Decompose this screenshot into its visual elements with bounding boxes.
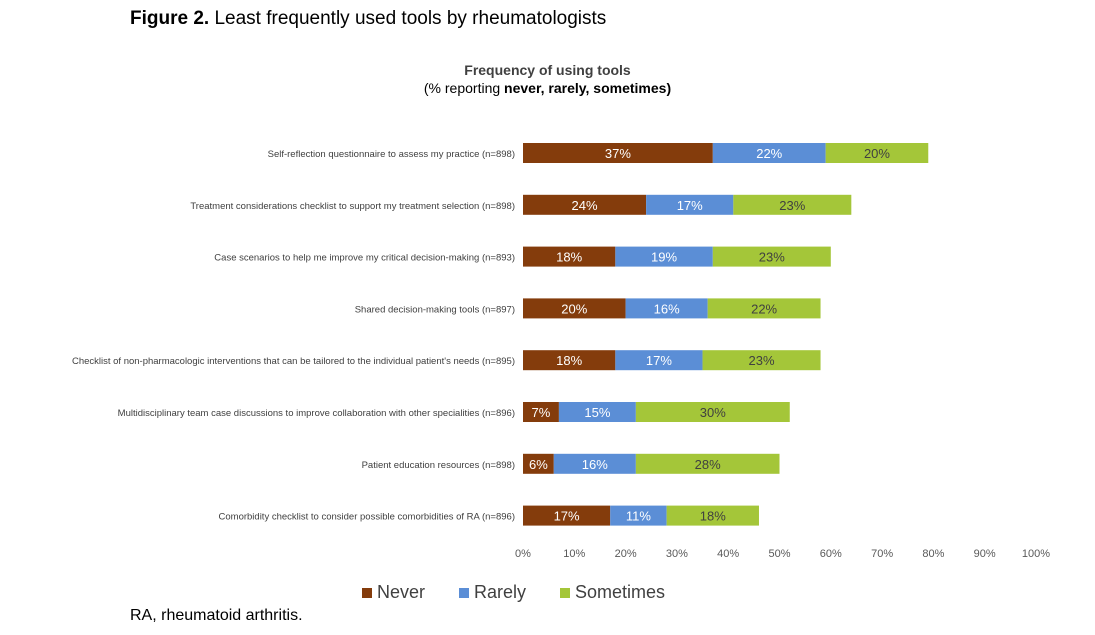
bar-segment-never xyxy=(523,505,611,526)
bar-segment-never xyxy=(523,350,616,371)
bar-segment-sometimes xyxy=(666,505,759,526)
x-tick-label: 60% xyxy=(820,548,842,560)
data-label: 18% xyxy=(556,250,582,265)
legend-item-rarely: Rarely xyxy=(459,582,526,603)
bar-segment-sometimes xyxy=(825,143,929,163)
data-label: 19% xyxy=(651,250,677,265)
category-label: Self-reflection questionnaire to assess … xyxy=(268,149,515,160)
data-label: 23% xyxy=(749,353,775,368)
bar-segment-never xyxy=(523,194,647,215)
data-label: 16% xyxy=(654,301,680,316)
data-label: 23% xyxy=(759,250,785,265)
data-label: 23% xyxy=(779,198,805,213)
footnote: RA, rheumatoid arthritis. xyxy=(130,607,303,624)
legend-label-sometimes: Sometimes xyxy=(575,582,666,602)
bar-segment-rarely xyxy=(553,453,636,474)
data-label: 7% xyxy=(532,405,551,420)
data-label: 37% xyxy=(605,146,631,161)
bar-segment-sometimes xyxy=(733,194,852,215)
category-label: Patient education resources (n=898) xyxy=(362,460,515,471)
x-tick-label: 90% xyxy=(974,548,996,560)
category-label: Comorbidity checklist to consider possib… xyxy=(219,512,515,523)
figure-label: Figure 2. xyxy=(130,8,210,29)
data-label: 17% xyxy=(646,353,672,368)
data-label: 20% xyxy=(561,301,587,316)
legend-item-never: Never xyxy=(362,582,425,603)
bar-segment-rarely xyxy=(625,298,708,319)
bar-segment-sometimes xyxy=(712,246,831,267)
data-label: 22% xyxy=(756,146,782,161)
chart-title: Frequency of using tools xyxy=(464,62,631,78)
bar-segment-never xyxy=(523,298,626,319)
data-label: 30% xyxy=(700,405,726,420)
x-tick-label: 20% xyxy=(615,548,637,560)
x-tick-label: 40% xyxy=(717,548,739,560)
data-label: 6% xyxy=(529,457,548,472)
bar-segment-sometimes xyxy=(702,350,821,371)
bar-segment-sometimes xyxy=(707,298,821,319)
data-label: 11% xyxy=(626,509,651,524)
data-label: 24% xyxy=(572,198,598,213)
data-label: 22% xyxy=(751,301,777,316)
data-label: 17% xyxy=(554,509,580,524)
legend-label-never: Never xyxy=(377,582,426,602)
bar-segment-sometimes xyxy=(635,453,780,474)
figure-title: Figure 2. Least frequently used tools by… xyxy=(130,8,606,30)
legend: Never Rarely Sometimes xyxy=(362,582,699,603)
legend-swatch-never xyxy=(362,587,372,598)
legend-swatch-rarely xyxy=(459,587,470,598)
data-label: 18% xyxy=(556,353,582,368)
bar-segment-never xyxy=(523,246,616,267)
legend-label-rarely: Rarely xyxy=(474,582,527,602)
bar-segment-rarely xyxy=(558,402,636,422)
data-label: 18% xyxy=(700,509,726,524)
data-label: 20% xyxy=(864,146,890,161)
bar-segment-rarely xyxy=(615,246,713,267)
x-tick-label: 80% xyxy=(922,548,944,560)
category-label: Checklist of non-pharmacologic intervent… xyxy=(72,356,515,367)
category-label: Multidisciplinary team case discussions … xyxy=(118,408,515,419)
x-tick-label: 100% xyxy=(1022,548,1050,560)
figure-title-text: Least frequently used tools by rheumatol… xyxy=(214,8,607,29)
x-tick-label: 70% xyxy=(871,548,893,560)
x-tick-label: 0% xyxy=(515,548,531,560)
chart-subtitle-bold: never, rarely, sometimes) xyxy=(504,80,672,96)
x-tick-label: 10% xyxy=(563,548,585,560)
category-label: Shared decision-making tools (n=897) xyxy=(355,304,515,315)
bar-segment-never xyxy=(523,453,554,474)
x-tick-label: 50% xyxy=(768,548,790,560)
category-label: Case scenarios to help me improve my cri… xyxy=(214,253,515,264)
x-tick-label: 30% xyxy=(666,548,688,560)
legend-swatch-sometimes xyxy=(560,587,571,598)
data-label: 15% xyxy=(584,405,610,420)
bar-segment-never xyxy=(523,402,559,422)
data-label: 28% xyxy=(695,457,721,472)
category-label: Treatment considerations checklist to su… xyxy=(190,201,515,212)
chart-subtitle-prefix: (% reporting xyxy=(423,80,505,96)
data-label: 17% xyxy=(677,198,703,213)
bar-segment-rarely xyxy=(646,194,734,215)
bar-segment-rarely xyxy=(712,143,826,163)
chart-subtitle: (% reporting never, rarely, sometimes) xyxy=(0,80,1095,96)
bar-segment-rarely xyxy=(615,350,703,371)
legend-item-sometimes: Sometimes xyxy=(560,582,665,603)
bar-segment-sometimes xyxy=(635,402,790,422)
data-label: 16% xyxy=(582,457,608,472)
bar-segment-never xyxy=(523,143,713,163)
bar-segment-rarely xyxy=(610,505,667,526)
